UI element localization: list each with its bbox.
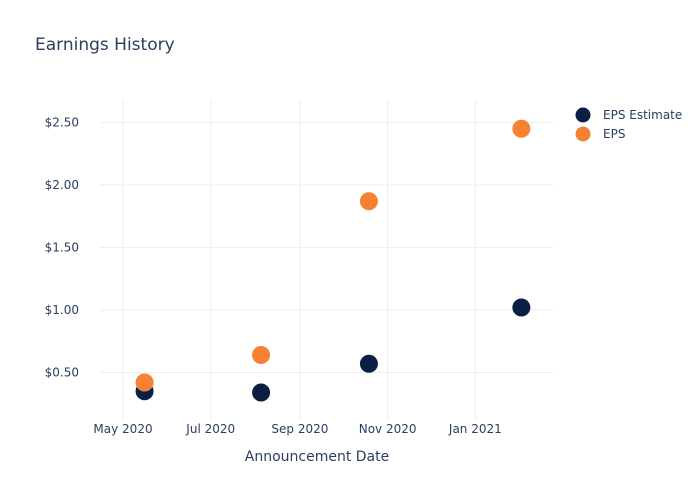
x-tick-label: May 2020: [93, 422, 152, 436]
y-axis-ticks: $0.50 $1.00 $1.50 $2.00 $2.50: [45, 116, 79, 380]
point-eps: [252, 346, 271, 364]
x-tick-label: Sep 2020: [271, 422, 328, 436]
legend-marker: [575, 126, 591, 142]
legend-label: EPS: [603, 127, 625, 141]
y-tick-label: $1.00: [45, 303, 79, 317]
grid: [100, 100, 553, 420]
data-points: [135, 119, 531, 402]
x-tick-label: Jan 2021: [448, 422, 502, 436]
x-tick-label: Nov 2020: [359, 422, 417, 436]
y-tick-label: $2.00: [45, 178, 79, 192]
y-tick-label: $0.50: [45, 366, 79, 380]
legend-marker: [575, 107, 591, 123]
x-tick-label: Jul 2020: [185, 422, 235, 436]
x-axis-ticks: May 2020 Jul 2020 Sep 2020 Nov 2020 Jan 2021: [93, 422, 501, 436]
chart-title: Earnings History: [35, 35, 175, 55]
y-tick-label: $1.50: [45, 241, 79, 255]
legend-label: EPS Estimate: [603, 108, 682, 122]
point-eps-estimate: [512, 298, 531, 317]
point-eps: [512, 119, 531, 138]
point-eps-estimate: [359, 354, 378, 373]
y-tick-label: $2.50: [45, 116, 79, 130]
x-axis-title: Announcement Date: [245, 449, 389, 465]
point-eps: [135, 373, 154, 392]
point-eps-estimate: [252, 383, 271, 402]
point-eps: [359, 192, 378, 211]
legend: EPS Estimate EPS: [575, 107, 682, 142]
